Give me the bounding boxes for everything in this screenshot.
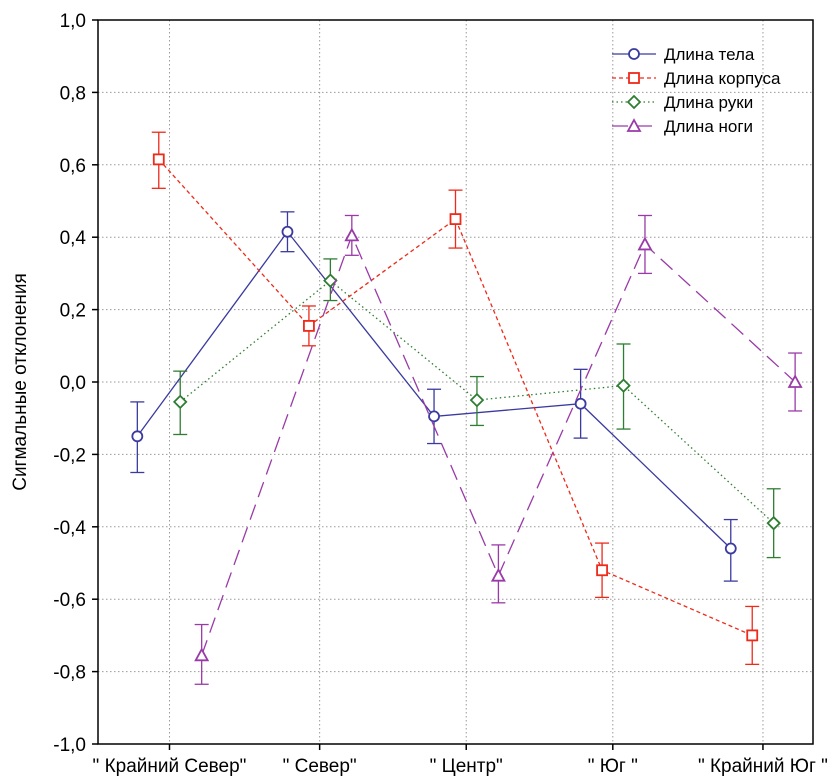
y-tick-label: 0,4 [60,228,87,249]
legend-marker [626,94,642,110]
y-tick-label: 0,2 [60,301,86,322]
data-point [323,273,338,288]
legend-label: Длина корпуса [664,69,781,88]
data-point [616,378,631,393]
series-4 [194,214,803,685]
y-tick-label: -0,6 [53,590,86,611]
x-tick-label: " Крайний Юг " [698,756,828,777]
series-group [130,131,803,685]
y-tick-label: 0,6 [60,156,86,177]
y-tick-label: 1,0 [60,11,86,32]
data-point [172,394,188,410]
data-point [469,392,485,408]
x-axis: " Крайний Север" " Север" " Центр" " Юг " " … [93,744,828,777]
data-point [787,374,803,388]
data-point [766,515,781,531]
data-point [574,397,587,410]
legend-marker [628,48,640,60]
series-2 [151,131,760,666]
data-point [637,236,653,251]
series-1 [130,211,738,582]
y-tick-label: -0,4 [53,518,86,539]
y-tick-label: -0,2 [53,445,86,466]
y-tick-label: -1,0 [53,735,86,756]
legend-item: Длина ноги [612,117,753,136]
data-point [303,319,315,332]
data-point [344,227,360,242]
data-point [449,213,462,226]
data-point [281,225,294,238]
legend-label: Длина руки [664,93,753,112]
legend-label: Длина ноги [664,117,753,136]
data-point [152,153,165,166]
legend: Длина тела Длина корпуса Длина руки Длина н… [612,45,781,136]
data-point [724,542,737,555]
y-tick-label: -0,8 [53,663,86,684]
data-point [490,567,506,582]
data-point [194,647,210,662]
y-tick-label: 0,8 [60,83,86,104]
y-axis: 1,0 0,8 0,6 0,4 0,2 0,0 -0,2 -0,4 -0,6 -0,8 -1,0 [53,11,98,756]
series-line [158,158,753,636]
series-3 [172,258,781,559]
data-point [746,629,759,642]
legend-marker [628,72,640,84]
legend-item: Длина корпуса [612,69,781,88]
x-tick-label: " Крайний Север" [93,756,247,777]
data-point [131,430,144,443]
legend-item: Длина тела [612,45,755,64]
data-point [596,564,608,577]
data-point [428,410,440,423]
legend-marker [626,118,642,132]
legend-label: Длина тела [664,45,755,64]
x-tick-label: " Юг " [588,756,638,777]
y-axis-label: Сигмальные отклонения [10,273,31,491]
legend-item: Длина руки [612,93,753,112]
y-tick-label: 0,0 [60,373,86,394]
x-tick-label: " Север" [283,756,357,777]
x-tick-label: " Центр" [430,756,503,777]
